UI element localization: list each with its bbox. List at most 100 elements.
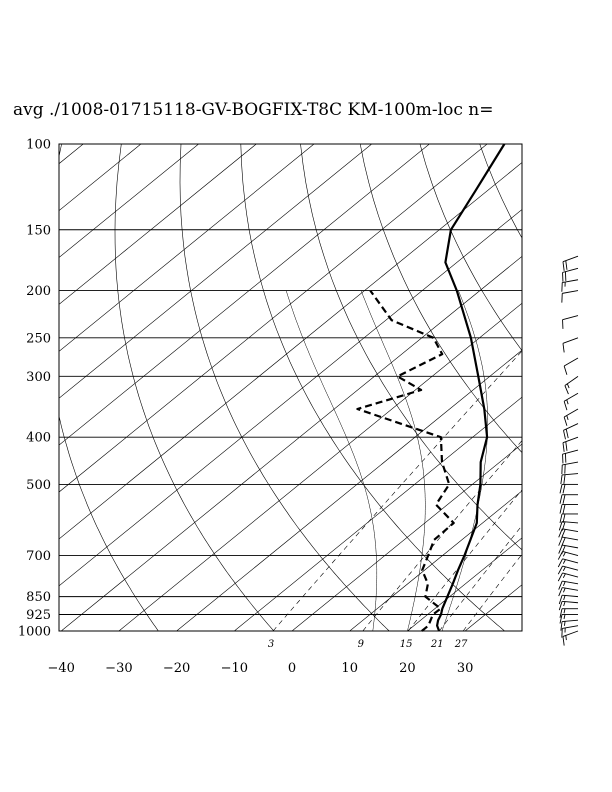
wind-barb — [559, 608, 578, 618]
mixing-ratio-line — [438, 525, 522, 631]
wind-barb — [557, 565, 579, 575]
wind-barb — [558, 521, 579, 531]
mixing-ratio-label: 21 — [430, 639, 444, 650]
wind-barb — [563, 392, 579, 411]
dry-adiabat-line — [59, 144, 159, 631]
isobars — [59, 144, 522, 631]
wind-barb — [562, 337, 579, 353]
pressure-axis-labels: 100 150 200 250 300 400 500 700 850 925 1000 — [18, 138, 51, 640]
wind-barb — [561, 290, 579, 303]
wind-barb — [558, 544, 579, 555]
pressure-tick-label: 250 — [26, 331, 51, 346]
mixing-ratio-labels: 3 9 15 21 27 — [268, 639, 468, 650]
pressure-tick-label: 400 — [26, 431, 51, 446]
wind-barb — [558, 600, 579, 611]
wind-barb — [564, 375, 579, 395]
moist-adiabat-line — [285, 290, 378, 631]
plot-frame — [58, 143, 523, 632]
wind-barb — [560, 473, 579, 485]
temperature-axis-labels: −40 −30 −20 −10 0 10 20 30 — [47, 661, 473, 676]
wind-barb — [558, 528, 579, 539]
wind-barb — [561, 279, 579, 292]
dry-adiabat-line — [599, 144, 612, 641]
wind-barbs — [557, 255, 579, 646]
isotherm-line — [581, 144, 612, 631]
wind-barb — [562, 630, 579, 646]
dry-adiabat-line — [479, 144, 522, 239]
isotherm-line — [59, 144, 430, 446]
isotherm-line — [59, 144, 199, 258]
pressure-tick-label: 500 — [26, 478, 51, 493]
mixing-ratio-line — [362, 440, 522, 631]
isotherm-line — [291, 443, 522, 631]
temperature-tick-label: 0 — [288, 661, 296, 676]
wind-barb — [562, 436, 579, 452]
isotherm-line — [349, 490, 522, 631]
pressure-tick-label: 850 — [26, 590, 51, 605]
wind-barb — [557, 572, 579, 582]
wind-barb — [561, 625, 579, 638]
isotherm-line — [234, 396, 522, 631]
wind-barb — [559, 504, 578, 514]
wind-barb — [562, 255, 579, 271]
pressure-tick-label: 300 — [26, 370, 51, 385]
mixing-ratio-line — [272, 350, 522, 631]
wind-barb — [557, 550, 579, 560]
moist-adiabat-line — [360, 290, 426, 631]
isotherm-line — [59, 144, 315, 352]
temperature-tick-label: 20 — [399, 661, 416, 676]
wind-barb — [563, 408, 579, 426]
isotherm-line — [61, 255, 522, 631]
wind-barb — [559, 614, 578, 624]
pressure-tick-label: 1000 — [18, 625, 51, 640]
temperature-series-line — [436, 143, 506, 632]
wind-barb — [558, 536, 579, 547]
isotherm-line — [59, 209, 522, 587]
isotherm-line — [523, 144, 612, 631]
mixing-ratio-label: 15 — [400, 639, 413, 650]
dry-adiabat-line — [114, 144, 275, 631]
moist-adiabat-line — [441, 290, 488, 631]
temperature-tick-label: −20 — [163, 661, 190, 676]
wind-barb — [559, 494, 578, 504]
temperature-tick-label: 30 — [457, 661, 474, 676]
wind-barb — [562, 315, 579, 329]
mixing-ratio-line — [407, 489, 522, 631]
mixing-ratio-label: 9 — [358, 639, 365, 650]
wind-barb — [558, 594, 579, 605]
dry-adiabat-line — [539, 144, 612, 641]
pressure-tick-label: 200 — [26, 284, 51, 299]
isotherm-line — [59, 144, 142, 211]
dewpoint-series-line — [356, 289, 455, 632]
wind-barb — [558, 580, 579, 590]
wind-barb — [561, 461, 579, 475]
sounding-profiles — [356, 143, 506, 632]
wind-barb — [562, 267, 579, 282]
temperature-tick-label: 10 — [341, 661, 358, 676]
isotherm-line — [59, 162, 522, 540]
mixing-ratio-label: 3 — [268, 639, 274, 650]
pressure-tick-label: 700 — [26, 549, 51, 564]
isotherm-line — [407, 537, 522, 631]
dry-adiabat-line — [419, 144, 522, 352]
temperature-tick-label: −40 — [47, 661, 74, 676]
background-lines — [59, 144, 612, 641]
wind-barb — [558, 587, 579, 597]
mixing-ratio-label: 27 — [454, 639, 468, 650]
dry-adiabat-line — [359, 144, 522, 454]
wind-barb — [563, 423, 579, 440]
isotherm-line — [118, 302, 522, 631]
dry-adiabat-line — [240, 144, 506, 631]
wind-barb — [563, 357, 579, 375]
isotherm-line — [176, 349, 522, 631]
wind-barb — [560, 619, 579, 631]
wind-barb — [559, 483, 578, 494]
dry-adiabat-line — [179, 144, 390, 631]
isotherm-line — [464, 584, 522, 631]
isotherm-line — [59, 144, 257, 305]
wind-barb — [557, 558, 579, 568]
isotherm-line — [59, 144, 372, 399]
mixing-ratio-line — [462, 553, 522, 631]
pressure-tick-label: 150 — [26, 223, 51, 238]
